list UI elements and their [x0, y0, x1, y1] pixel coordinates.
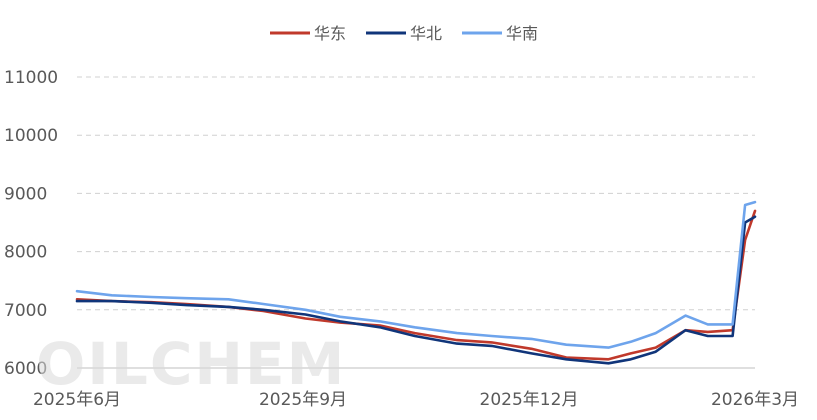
x-tick-label: 2026年3月 [711, 390, 799, 410]
y-tick-label: 9000 [4, 184, 47, 204]
legend: 华东 华北 华南 [270, 24, 538, 43]
y-tick-label: 11000 [4, 68, 58, 88]
series-line-3 [75, 200, 757, 349]
y-tick-label: 8000 [4, 243, 47, 263]
y-tick-label: 7000 [4, 301, 47, 321]
legend-label: 华北 [410, 24, 442, 43]
legend-label: 华南 [506, 24, 538, 43]
x-tick-label: 2025年12月 [480, 390, 579, 410]
y-tick-label: 6000 [4, 359, 47, 379]
series-lines [75, 200, 757, 365]
legend-label: 华东 [314, 24, 346, 43]
y-tick-label: 10000 [4, 126, 58, 146]
watermark-logo: OILCHEM [36, 330, 346, 398]
series-line-2 [75, 215, 757, 365]
grid-lines [77, 76, 755, 311]
y-axis: 6000 7000 8000 9000 10000 11000 [4, 68, 58, 379]
x-axis: 2025年6月 2025年9月 2025年12月 2026年3月 [33, 367, 799, 410]
x-tick-label: 2025年9月 [259, 390, 347, 410]
x-tick-label: 2025年6月 [33, 390, 121, 410]
